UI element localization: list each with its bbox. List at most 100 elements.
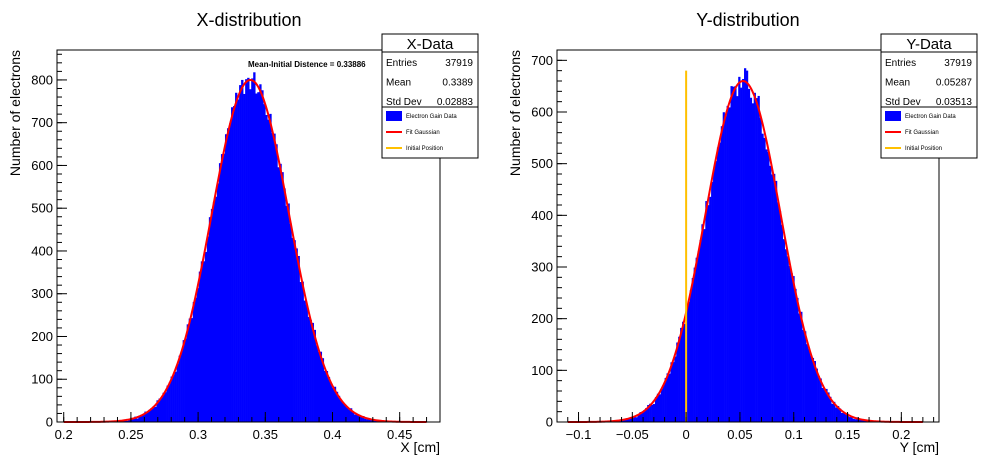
stats-row-label: Std Dev [386, 97, 422, 108]
y-tick-label: 100 [31, 372, 53, 387]
histogram-bar [680, 327, 683, 422]
histogram-bar [699, 240, 702, 422]
x-tick-label: 0.35 [253, 427, 278, 442]
histogram-bar [637, 414, 640, 422]
histogram-bar [233, 105, 236, 423]
histogram-bar [239, 85, 242, 422]
histogram-bar [761, 133, 764, 423]
chart-pad-y: Y-distribution −0.1 −0.05 0 0.05 0.1 0.15 0.2 0 1… [507, 10, 978, 455]
histogram-bar [827, 392, 830, 422]
histogram-bar [740, 87, 743, 422]
legend-label: Electron Gain Data [905, 114, 956, 120]
histogram-bar [313, 329, 316, 422]
histogram-bar [718, 142, 722, 422]
histogram-bar [811, 357, 815, 422]
stats-row-label: Entries [885, 58, 916, 69]
histogram-bar [695, 257, 698, 422]
histogram-bar [289, 223, 292, 422]
histogram-bar [703, 229, 706, 422]
x-tick-label: 0.2 [55, 427, 73, 442]
histogram-bar [856, 417, 859, 422]
histogram-bar [190, 318, 194, 422]
x-axis-title: Y [cm] [900, 439, 939, 455]
histogram-bar [689, 290, 693, 422]
histogram-bar [303, 300, 306, 422]
histogram-bar [287, 203, 290, 422]
histogram-bar [813, 361, 816, 422]
histogram-bar [329, 383, 333, 422]
histogram-bar [722, 112, 725, 422]
histogram-bar [182, 340, 185, 422]
histogram-bar [676, 342, 679, 422]
stats-row-value: 37919 [445, 58, 473, 69]
histogram-bar [786, 256, 789, 422]
y-tick-label: 400 [531, 208, 553, 223]
histogram-bar [271, 133, 274, 422]
x-tick-label: −0.1 [566, 427, 592, 442]
histogram-bar [806, 344, 809, 422]
histogram-bar [798, 313, 801, 422]
histogram-bar [231, 107, 234, 422]
histogram-bar [142, 415, 145, 422]
histogram-bar [146, 411, 149, 422]
histogram-bar [150, 408, 153, 422]
histogram-bar [660, 388, 663, 422]
y-tick-label: 600 [31, 158, 53, 173]
histogram-bar [366, 419, 369, 422]
histogram-bar [815, 368, 818, 422]
stats-row-value: 0.03513 [936, 97, 973, 108]
legend-label: Fit Gaussian [905, 130, 939, 136]
histogram-bar [204, 251, 208, 422]
histogram-bar [844, 414, 847, 422]
histogram-bar [649, 403, 652, 422]
x-tick-label: 0.1 [785, 427, 803, 442]
x-tick-label: 0.3 [189, 427, 207, 442]
histogram-bar [297, 255, 300, 422]
histogram-bar [343, 404, 347, 422]
histogram-bar [245, 79, 248, 422]
legend-label: Initial Position [406, 146, 443, 152]
histogram-bar [705, 201, 708, 422]
histogram-bar [858, 419, 861, 422]
histogram-bar [742, 78, 745, 422]
histogram-bars [97, 72, 403, 423]
y-tick-label: 500 [31, 201, 53, 216]
histogram-bar [178, 355, 181, 422]
histogram-bar [224, 134, 228, 422]
histogram-bar [687, 301, 691, 422]
histogram-bar [753, 92, 756, 422]
histogram-bar [732, 86, 735, 423]
stats-box-frame [381, 33, 479, 159]
y-tick-label: 300 [531, 260, 553, 275]
histogram-bar [776, 202, 780, 422]
histogram-bar [730, 86, 733, 422]
histogram-bar [736, 96, 739, 423]
histogram-bar [773, 173, 776, 422]
stats-row-label: Mean [386, 78, 411, 89]
histogram-bar [307, 316, 310, 422]
legend-label: Fit Gaussian [406, 130, 440, 136]
histogram-bar [668, 373, 671, 422]
histogram-bar [283, 188, 286, 422]
histogram-bar [156, 400, 159, 422]
histogram-bar [771, 174, 774, 422]
plot-frame [56, 49, 441, 423]
histogram-bar [794, 288, 797, 422]
histogram-bar [728, 107, 731, 422]
y-tick-label: 100 [531, 363, 553, 378]
legend-label: Electron Gain Data [406, 114, 457, 120]
histogram-bar [194, 297, 198, 422]
histogram-bar [180, 350, 183, 422]
histogram-bar [763, 137, 766, 422]
histogram-bar [627, 419, 631, 422]
histogram-bar [807, 348, 811, 422]
histogram-bar [353, 414, 357, 422]
histogram-bar [212, 201, 216, 422]
stats-row-value: 37919 [944, 58, 972, 69]
histogram-bar [697, 251, 700, 422]
histogram-bar [162, 392, 165, 422]
histogram-bar [775, 180, 778, 422]
histogram-bar [249, 89, 252, 422]
histogram-bar [848, 417, 851, 422]
histogram-bar [214, 196, 218, 422]
